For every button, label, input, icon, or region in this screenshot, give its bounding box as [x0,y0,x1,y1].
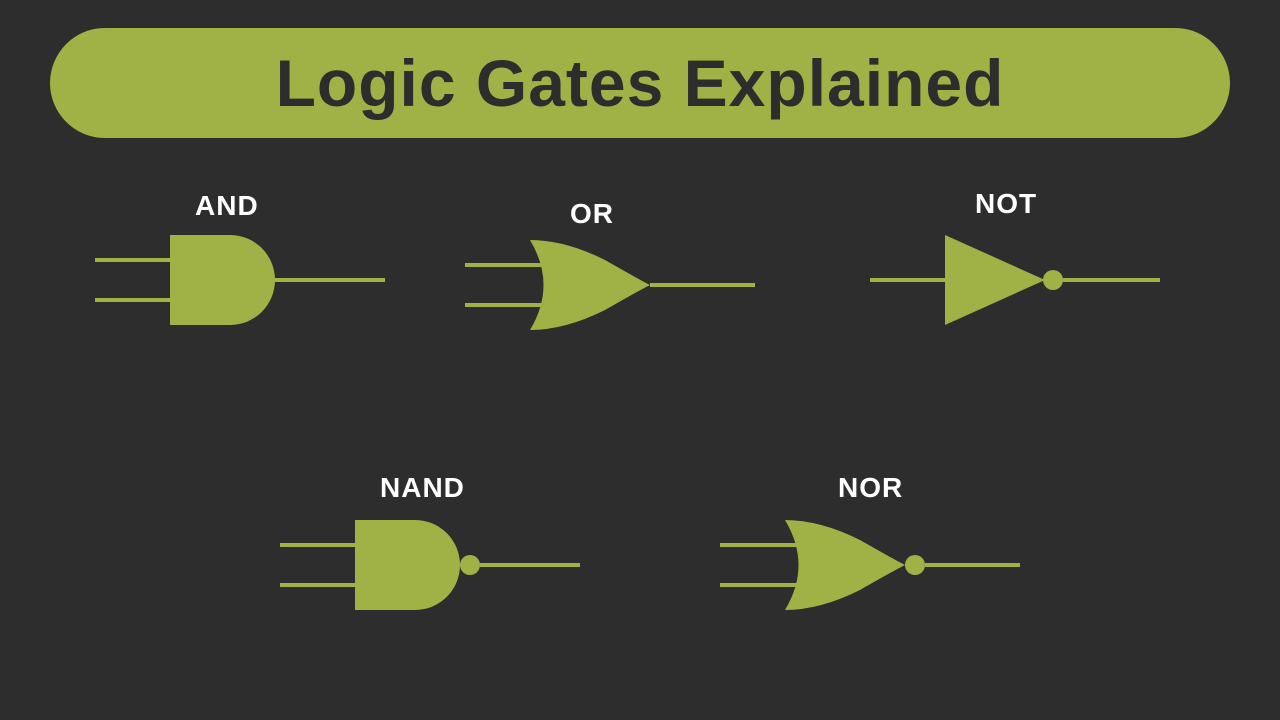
page-title: Logic Gates Explained [276,45,1005,121]
gate-nand-icon [280,510,580,620]
gate-label-nand: NAND [380,472,465,504]
title-pill: Logic Gates Explained [50,28,1230,138]
gate-or-icon [465,230,755,340]
gate-nor-icon [720,510,1020,620]
gate-not-icon [870,225,1160,335]
gate-label-not: NOT [975,188,1037,220]
gate-and-icon [95,225,385,335]
gate-label-nor: NOR [838,472,903,504]
gate-label-and: AND [195,190,259,222]
gate-label-or: OR [570,198,614,230]
